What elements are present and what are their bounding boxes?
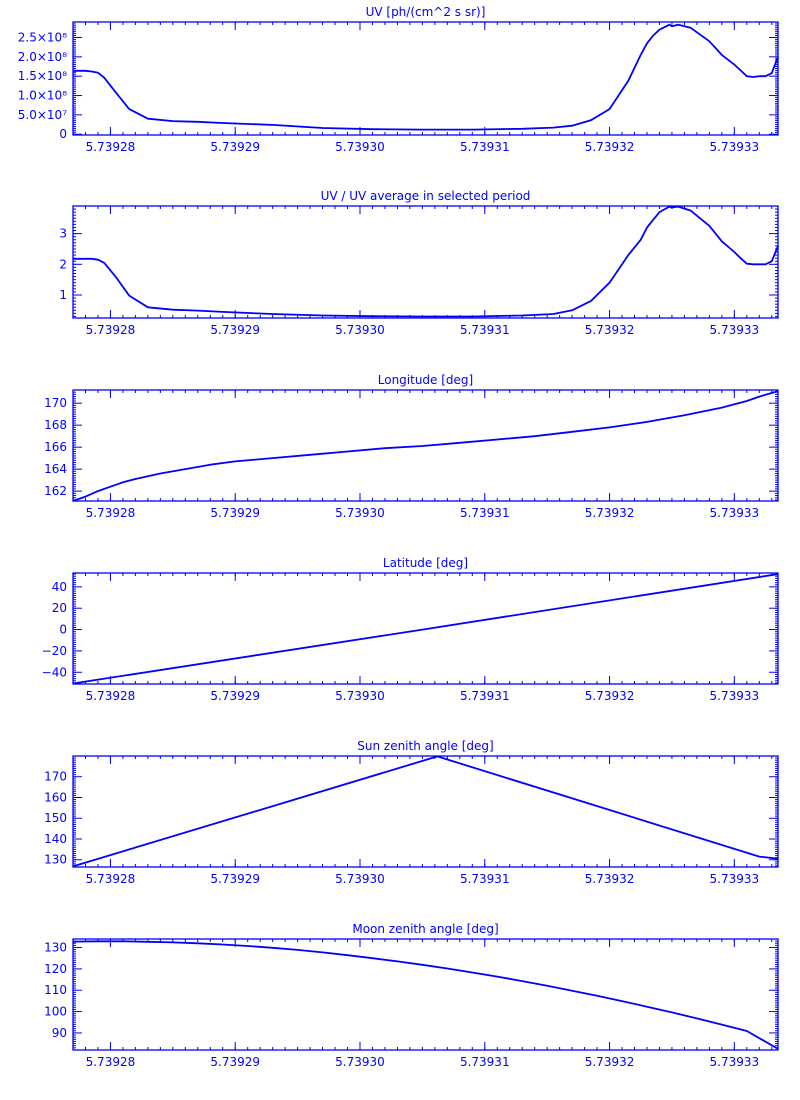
plot-frame [72,21,779,136]
plot-frame [72,572,779,685]
x-tick-label: 5.73930 [335,689,385,703]
y-tick-label: 2.5×10⁸ [18,30,67,44]
x-tick-label: 5.73931 [460,1055,510,1069]
x-tick-label: 5.73929 [210,872,260,886]
x-tick-label: 5.73931 [460,140,510,154]
y-tick-label: 1.0×10⁸ [18,89,67,103]
y-tick-label: 2 [59,257,67,271]
x-tick-label: 5.73930 [335,506,385,520]
x-tick-label: 5.73931 [460,506,510,520]
y-tick-label: 170 [44,770,67,784]
x-tick-label: 5.73932 [585,506,635,520]
y-tick-label: 166 [44,440,67,454]
plot-frame [72,389,779,502]
y-tick-label: 160 [44,790,67,804]
x-tick-label: 5.73931 [460,323,510,337]
chart-title: UV [ph/(cm^2 s sr)] [366,5,486,19]
chart-panel: Longitude [deg] 5.73928 5.73929 5.73930 5.73… [44,373,779,520]
x-tick-label: 5.73930 [335,323,385,337]
chart-title: Sun zenith angle [deg] [357,739,493,753]
y-tick-label: 130 [44,941,67,955]
x-tick-label: 5.73933 [710,506,760,520]
plot-frame [72,205,779,319]
x-tick-label: 5.73931 [460,689,510,703]
y-tick-label: 110 [44,983,67,997]
chart-title: Latitude [deg] [383,556,468,570]
x-tick-label: 5.73929 [210,323,260,337]
y-tick-label: 120 [44,962,67,976]
chart-panel: UV [ph/(cm^2 s sr)] 5.73928 5.73929 5.73930… [18,5,779,154]
x-tick-label: 5.73933 [710,1055,760,1069]
x-tick-label: 5.73929 [210,506,260,520]
x-tick-label: 5.73933 [710,323,760,337]
y-tick-label: 162 [44,484,67,498]
x-tick-label: 5.73928 [86,689,136,703]
x-tick-label: 5.73928 [86,140,136,154]
y-tick-label: 164 [44,462,67,476]
series-line [72,755,779,868]
x-tick-label: 5.73932 [585,140,635,154]
x-tick-label: 5.73932 [585,872,635,886]
chart-panel: UV / UV average in selected period 5.7392… [59,189,779,337]
y-tick-label: 100 [44,1005,67,1019]
y-tick-label: 3 [59,227,67,241]
x-tick-label: 5.73930 [335,1055,385,1069]
x-tick-label: 5.73930 [335,140,385,154]
y-tick-label: 168 [44,418,67,432]
y-tick-label: 0 [59,623,67,637]
y-tick-label: −20 [42,644,67,658]
y-tick-label: 20 [52,601,67,615]
series-line [72,573,779,685]
y-tick-label: 40 [52,580,67,594]
chart-title: Longitude [deg] [378,373,473,387]
x-tick-label: 5.73929 [210,140,260,154]
chart-title: Moon zenith angle [deg] [352,922,498,936]
chart-panel: Latitude [deg] 5.73928 5.73929 5.73930 5.739… [42,556,779,703]
series-line [72,940,779,1050]
y-tick-label: 130 [44,853,67,867]
x-tick-label: 5.73933 [710,872,760,886]
plot-frame [72,938,779,1051]
x-tick-label: 5.73928 [86,506,136,520]
y-tick-label: 1.5×10⁸ [18,69,67,83]
x-tick-label: 5.73928 [86,1055,136,1069]
y-tick-label: 1 [59,288,67,302]
y-tick-label: 90 [52,1026,67,1040]
x-tick-label: 5.73928 [86,872,136,886]
x-tick-label: 5.73933 [710,140,760,154]
series-line [73,205,779,318]
chart-title: UV / UV average in selected period [321,189,531,203]
y-tick-label: 140 [44,832,67,846]
x-tick-label: 5.73932 [585,323,635,337]
x-tick-label: 5.73928 [86,323,136,337]
plot-frame [72,755,779,868]
x-tick-label: 5.73930 [335,872,385,886]
y-tick-label: 2.0×10⁸ [18,50,67,64]
x-tick-label: 5.73931 [460,872,510,886]
y-tick-label: 170 [44,396,67,410]
chart-panel: Moon zenith angle [deg] 5.73928 5.73929 5.7… [44,922,779,1069]
x-tick-label: 5.73929 [210,1055,260,1069]
series-line [73,23,779,131]
x-tick-label: 5.73933 [710,689,760,703]
y-tick-label: 0 [59,127,67,141]
x-tick-label: 5.73932 [585,1055,635,1069]
y-tick-label: 5.0×10⁷ [18,108,67,122]
chart-panel: Sun zenith angle [deg] 5.73928 5.73929 5.73… [44,739,779,886]
x-tick-label: 5.73929 [210,689,260,703]
y-tick-label: −40 [42,665,67,679]
series-line [72,390,779,502]
x-tick-label: 5.73932 [585,689,635,703]
y-tick-label: 150 [44,811,67,825]
